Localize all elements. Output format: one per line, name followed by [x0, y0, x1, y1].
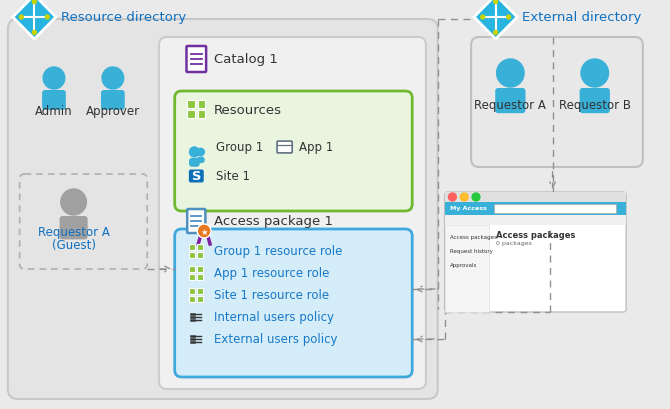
- Bar: [445, 225, 488, 312]
- Text: External directory: External directory: [522, 11, 641, 25]
- Text: ★: ★: [200, 227, 208, 236]
- FancyBboxPatch shape: [471, 38, 643, 168]
- Bar: [190, 274, 195, 280]
- FancyBboxPatch shape: [495, 89, 525, 114]
- Text: Admin: Admin: [35, 105, 73, 118]
- Bar: [190, 266, 195, 272]
- Circle shape: [494, 31, 498, 35]
- Circle shape: [32, 1, 36, 4]
- Bar: [198, 245, 203, 250]
- Bar: [445, 216, 626, 225]
- Bar: [198, 266, 203, 272]
- Bar: [198, 101, 205, 108]
- Text: Requestor B: Requestor B: [559, 99, 630, 112]
- Bar: [188, 101, 195, 108]
- Circle shape: [448, 193, 456, 202]
- Bar: [445, 193, 626, 202]
- FancyBboxPatch shape: [159, 38, 426, 389]
- FancyBboxPatch shape: [189, 159, 200, 167]
- Circle shape: [43, 68, 65, 90]
- Bar: [190, 252, 195, 258]
- Circle shape: [496, 60, 524, 88]
- Polygon shape: [13, 0, 56, 40]
- Text: Catalog 1: Catalog 1: [214, 53, 278, 66]
- Text: App 1 resource role: App 1 resource role: [214, 267, 330, 280]
- Bar: [190, 245, 195, 250]
- Circle shape: [197, 149, 204, 156]
- FancyBboxPatch shape: [445, 193, 626, 312]
- Text: S: S: [192, 170, 201, 183]
- FancyBboxPatch shape: [186, 47, 206, 73]
- Text: 0 packages: 0 packages: [496, 240, 531, 245]
- Circle shape: [472, 193, 480, 202]
- Bar: [190, 297, 195, 302]
- Text: Group 1 resource role: Group 1 resource role: [214, 245, 342, 258]
- Text: Site 1: Site 1: [216, 170, 250, 183]
- Text: Resources: Resources: [214, 103, 282, 116]
- FancyBboxPatch shape: [101, 91, 125, 110]
- Bar: [198, 297, 203, 302]
- FancyBboxPatch shape: [277, 142, 292, 153]
- Circle shape: [581, 60, 608, 88]
- FancyBboxPatch shape: [8, 20, 438, 399]
- Circle shape: [61, 189, 86, 216]
- FancyBboxPatch shape: [175, 229, 412, 377]
- FancyBboxPatch shape: [60, 216, 88, 240]
- Text: Site 1 resource role: Site 1 resource role: [214, 289, 329, 302]
- Text: Access package 1: Access package 1: [214, 215, 333, 228]
- Text: Group 1: Group 1: [216, 141, 263, 154]
- FancyBboxPatch shape: [19, 175, 147, 270]
- FancyBboxPatch shape: [187, 209, 206, 234]
- Text: Requestor A: Requestor A: [474, 99, 546, 112]
- Text: App 1: App 1: [299, 141, 334, 154]
- FancyBboxPatch shape: [580, 89, 610, 114]
- Text: Resource directory: Resource directory: [61, 11, 186, 25]
- Circle shape: [102, 68, 124, 90]
- Bar: [198, 111, 205, 119]
- Text: Access packages: Access packages: [496, 230, 575, 239]
- Circle shape: [507, 16, 511, 20]
- Bar: [190, 288, 195, 294]
- Text: My Access: My Access: [450, 206, 486, 211]
- Circle shape: [197, 225, 211, 238]
- Text: Approvals: Approvals: [450, 262, 477, 267]
- Bar: [198, 252, 203, 258]
- FancyBboxPatch shape: [175, 92, 412, 211]
- Circle shape: [494, 1, 498, 4]
- Bar: [494, 204, 616, 213]
- FancyBboxPatch shape: [42, 91, 66, 110]
- Text: (Guest): (Guest): [52, 238, 96, 252]
- Bar: [188, 111, 195, 119]
- Circle shape: [460, 193, 468, 202]
- Text: Approver: Approver: [86, 105, 140, 118]
- Circle shape: [481, 16, 484, 20]
- Text: External users policy: External users policy: [214, 333, 338, 346]
- Bar: [198, 274, 203, 280]
- Circle shape: [19, 16, 23, 20]
- Polygon shape: [474, 0, 517, 40]
- Text: Internal users policy: Internal users policy: [214, 311, 334, 324]
- Circle shape: [46, 16, 50, 20]
- Bar: [198, 288, 203, 294]
- Text: Access packages: Access packages: [450, 234, 496, 239]
- Bar: [445, 202, 626, 216]
- Text: Requestor A: Requestor A: [38, 225, 110, 238]
- Circle shape: [190, 148, 199, 157]
- Text: Request history: Request history: [450, 248, 492, 254]
- FancyBboxPatch shape: [197, 157, 205, 164]
- FancyBboxPatch shape: [189, 170, 204, 183]
- Circle shape: [32, 31, 36, 35]
